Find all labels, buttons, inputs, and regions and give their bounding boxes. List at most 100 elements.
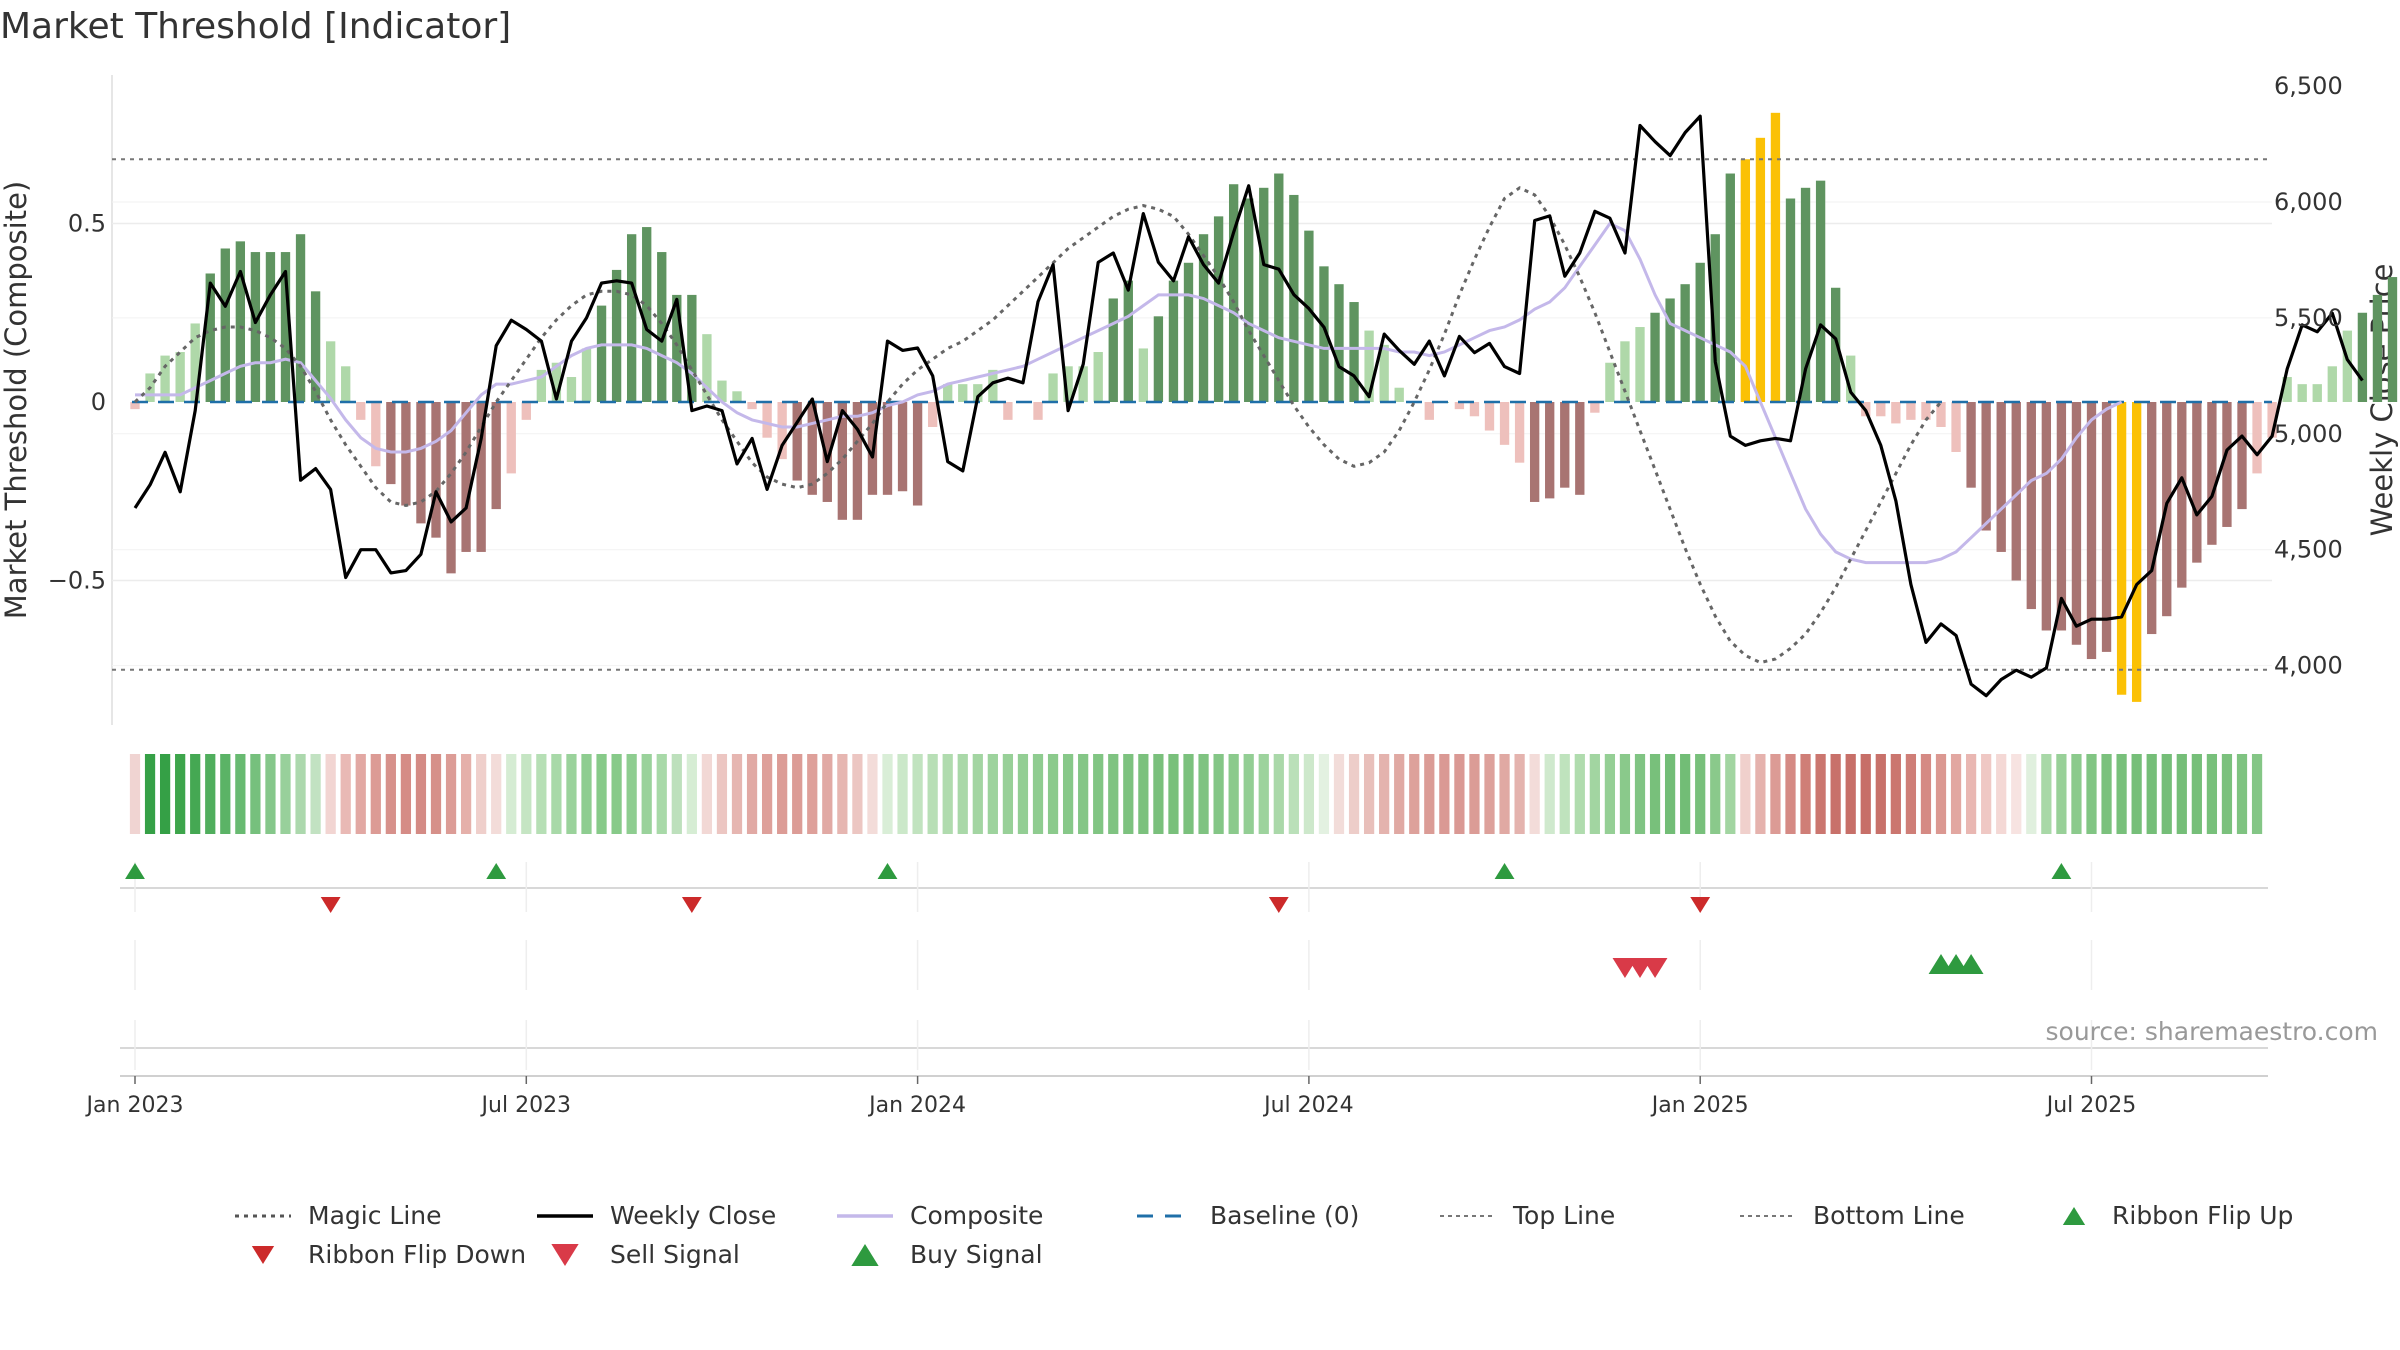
ribbon-cell (671, 754, 682, 834)
composite-bar (1078, 366, 1088, 402)
composite-bar (2147, 402, 2157, 635)
composite-bar (1379, 344, 1389, 402)
composite-bar (1680, 284, 1690, 402)
composite-bar (1936, 402, 1946, 427)
ribbon-cell (2176, 754, 2187, 834)
composite-bar (1921, 402, 1931, 420)
ribbon-cell (2101, 754, 2112, 834)
ribbon-cell (2161, 754, 2172, 834)
composite-bar (446, 402, 456, 574)
ribbon-cell (822, 754, 833, 834)
composite-bar (416, 402, 426, 524)
ribbon-cell (1348, 754, 1360, 834)
ribbon-cell (1243, 754, 1254, 834)
ribbon-cell (686, 754, 697, 834)
weekly-close-line (133, 114, 2364, 698)
ribbon-cell (2071, 754, 2082, 834)
ribbon-cell (761, 754, 773, 834)
ribbon-cell (129, 754, 141, 834)
ribbon-cell (1002, 754, 1014, 834)
composite-bar (2252, 402, 2262, 474)
ribbon-cell (1604, 754, 1616, 834)
composite-bar (642, 227, 652, 402)
ribbon-cell (1785, 754, 1796, 834)
composite-bar (1755, 137, 1766, 402)
composite-bar (988, 369, 998, 402)
ribbon-cell (1664, 754, 1676, 834)
composite-bar (1695, 262, 1705, 402)
composite-bar (1319, 266, 1329, 402)
ribbon-cell (2116, 754, 2127, 834)
composite-bar (837, 402, 848, 520)
ribbon-cell (1032, 754, 1044, 834)
composite-bar (912, 402, 923, 506)
ribbon-cell (731, 754, 743, 834)
composite-bar (717, 380, 727, 402)
ribbon-cell (1078, 754, 1089, 834)
legend-label: Ribbon Flip Down (308, 1240, 526, 1269)
composite-bar (943, 384, 953, 402)
composite-bar (1093, 352, 1103, 402)
legend-label: Top Line (1512, 1201, 1615, 1230)
composite-bar (1605, 362, 1615, 402)
composite-bar (1168, 280, 1179, 402)
ribbon-cell (927, 754, 938, 834)
ribbon-cell (175, 754, 186, 834)
composite-bar (2026, 402, 2036, 610)
composite-bar (1514, 402, 1525, 463)
composite-bar (476, 402, 486, 552)
composite-bar (310, 291, 321, 402)
ribbon-cell (882, 754, 893, 834)
ribbon-cell (1725, 754, 1736, 834)
ribbon-cell (1093, 754, 1104, 834)
composite-bar (506, 402, 516, 474)
ribbon-cell (506, 754, 517, 834)
x-tick-label: Jan 2025 (1650, 1093, 1749, 1118)
ribbon-cell (1996, 754, 2007, 834)
composite-bar (536, 369, 547, 402)
ribbon-flip-down-marker (1690, 897, 1711, 913)
ribbon-cell (2236, 754, 2248, 834)
ribbon-cell (1890, 754, 1901, 834)
composite-bar (1951, 402, 1961, 452)
composite-bar (160, 355, 170, 402)
ribbon-cell (1680, 754, 1691, 834)
ribbon-cell (1228, 754, 1239, 834)
legend-item: Weekly Close (537, 1201, 776, 1230)
composite-bar (1153, 316, 1164, 402)
ribbon-cell (1574, 754, 1585, 834)
composite-bar (2177, 402, 2187, 588)
composite-bar (1063, 366, 1073, 402)
y-tick-right: 5,000 (2274, 420, 2343, 448)
ribbon-cell (942, 754, 953, 834)
composite-bar (401, 402, 411, 506)
composite-line (135, 221, 2123, 565)
composite-bar (1048, 373, 1058, 402)
composite-bar (1830, 287, 1841, 402)
composite-bar (882, 402, 893, 495)
composite-bar (2282, 377, 2292, 402)
composite-bar (2372, 294, 2383, 402)
ribbon-cell (1755, 754, 1766, 834)
ribbon-cell (370, 754, 381, 834)
composite-bar (2387, 277, 2398, 402)
ribbon-cell (1062, 754, 1074, 834)
ribbon-cell (566, 754, 577, 834)
composite-bar (2086, 402, 2097, 660)
y-axis-label-left: Market Threshold (Composite) (0, 181, 33, 619)
ribbon-cell (1529, 754, 1540, 834)
ribbon-cell (1499, 754, 1510, 834)
ribbon-flip-up-marker (2051, 863, 2072, 879)
composite-bar (1770, 112, 1781, 402)
legend-item: Buy Signal (851, 1240, 1043, 1269)
composite-bar (1529, 402, 1540, 502)
legend-label: Weekly Close (610, 1201, 776, 1230)
ribbon-cell (1619, 754, 1631, 834)
ribbon-cell (2131, 754, 2142, 834)
composite-bar (1424, 402, 1434, 420)
composite-bar (325, 341, 336, 402)
gridlines (111, 75, 2272, 725)
composite-bar (687, 294, 697, 402)
composite-bar (250, 252, 261, 402)
